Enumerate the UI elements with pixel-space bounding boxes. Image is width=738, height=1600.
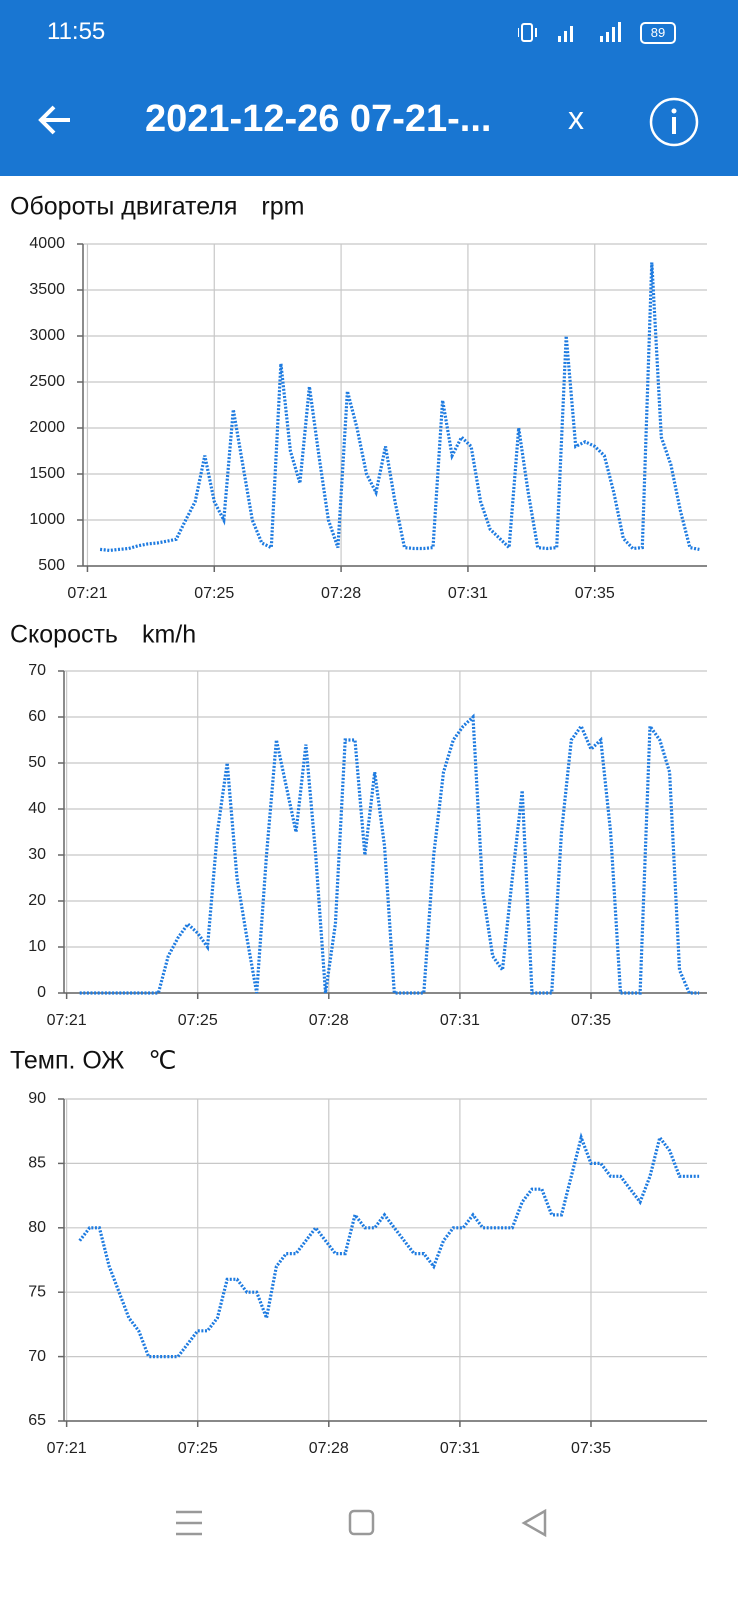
y-tick-label: 2500 (29, 373, 65, 390)
data-line (99, 262, 700, 553)
chart-unit: km/h (142, 621, 196, 649)
y-tick-label: 20 (28, 892, 46, 909)
y-tick-label: 1000 (29, 511, 65, 528)
y-tick-label: 2000 (29, 419, 65, 436)
x-tick-label: 07:35 (571, 1012, 611, 1029)
x-tick-label: 07:28 (309, 1012, 349, 1029)
x-tick-label: 07:35 (575, 585, 615, 602)
y-tick-label: 4000 (29, 235, 65, 252)
nav-bar (176, 1508, 547, 1538)
x-tick-label: 07:28 (309, 1440, 349, 1457)
y-tick-label: 50 (28, 754, 46, 771)
y-tick-label: 90 (28, 1090, 46, 1107)
x-tick-label: 07:25 (194, 585, 234, 602)
data-line (79, 713, 700, 995)
y-tick-label: 1500 (29, 465, 65, 482)
y-tick-label: 0 (37, 984, 46, 1001)
data-line (78, 1132, 700, 1359)
chart-title: Скорость (10, 621, 118, 649)
x-tick-label: 07:28 (321, 585, 361, 602)
y-tick-label: 85 (28, 1155, 46, 1172)
info-button[interactable] (648, 96, 700, 148)
x-tick-label: 07:21 (47, 1440, 87, 1457)
close-button[interactable]: x (568, 100, 584, 136)
x-tick-label: 07:31 (440, 1012, 480, 1029)
app-title: 2021-12-26 07-21-... (145, 98, 492, 140)
status-time: 11:55 (47, 18, 106, 45)
y-tick-label: 80 (28, 1219, 46, 1236)
chart-title: Темп. ОЖ (10, 1047, 124, 1075)
x-tick-label: 07:31 (440, 1440, 480, 1457)
chart-unit: rpm (261, 193, 304, 221)
x-tick-label: 07:25 (178, 1012, 218, 1029)
y-tick-label: 65 (28, 1412, 46, 1429)
status-icons (518, 22, 621, 42)
chart-title: Обороты двигателя (10, 193, 237, 221)
x-tick-label: 07:31 (448, 585, 488, 602)
y-tick-label: 75 (28, 1283, 46, 1300)
chart-unit: ℃ (148, 1047, 176, 1075)
battery: 89 (640, 22, 676, 44)
x-tick-label: 07:25 (178, 1440, 218, 1457)
x-tick-label: 07:21 (47, 1012, 87, 1029)
x-tick-label: 07:21 (67, 585, 107, 602)
y-tick-label: 3000 (29, 327, 65, 344)
y-tick-label: 70 (28, 662, 46, 679)
y-tick-label: 3500 (29, 281, 65, 298)
y-tick-label: 40 (28, 800, 46, 817)
y-tick-label: 70 (28, 1348, 46, 1365)
y-tick-label: 30 (28, 846, 46, 863)
y-tick-label: 60 (28, 708, 46, 725)
back-button[interactable] (36, 100, 76, 140)
y-tick-label: 500 (38, 557, 65, 574)
app-bar: 11:55 89 2021-12-26 07-21-... x (0, 0, 738, 176)
y-tick-label: 10 (28, 938, 46, 955)
x-tick-label: 07:35 (571, 1440, 611, 1457)
